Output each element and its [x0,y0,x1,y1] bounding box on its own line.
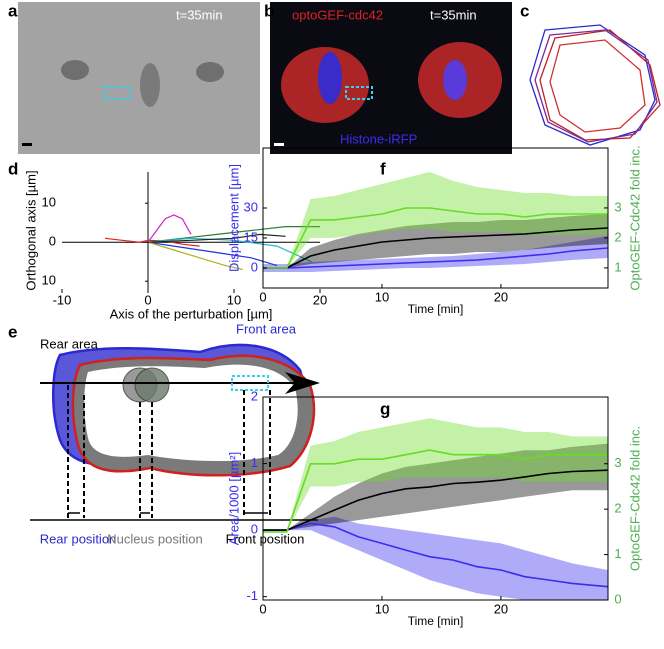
x-axis-label: Axis of the perturbation [µm] [110,306,273,321]
area-label: Rear area [40,336,99,351]
x-tick-label: 10 [227,292,241,307]
contour [529,24,656,146]
arrow-head [285,372,320,394]
track [147,241,278,267]
marker-title: optoGEF-cdc42 [292,7,383,22]
x-tick-label: 20 [313,292,327,307]
y2-tick-label: 3 [614,455,621,470]
panel-e: e Rear area Front area Rear position Nuc… [8,321,320,546]
line [263,469,609,531]
track [147,226,320,243]
time-label: t=35min [176,7,223,22]
panel-label: a [8,1,18,20]
y-tick-label: 10 [42,273,56,288]
line [263,247,609,269]
panel-label: b [264,1,274,20]
position-label: Front position [226,531,305,546]
position-label: Nucleus position [107,531,202,546]
y-tick-label: 15 [244,229,258,244]
nucleus [134,367,170,403]
panel-c: c [520,1,661,146]
projection-lines [67,385,271,518]
cell [196,62,224,82]
line [263,207,608,269]
track [147,214,192,243]
y-tick-label: 0 [49,234,56,249]
track [147,241,243,271]
y2-axis-label: OptoGEF-Cdc42 fold inc. [627,145,642,290]
panel-a: a t=35min [8,1,260,154]
panel-label: f [380,159,386,178]
nucleus [318,52,342,104]
line [263,449,608,533]
panel-label: g [380,399,390,418]
y2-tick-label: 1 [614,259,621,274]
overlap [84,364,298,462]
track [147,233,286,243]
x-tick-label: 10 [375,289,389,304]
y-axis-label: Area/1000 [µm²] [226,452,241,545]
error-band [263,418,608,532]
x-tick-label: 20 [494,289,508,304]
y-tick-label: 30 [244,199,258,214]
image-a [18,2,260,154]
y2-tick-label: 2 [614,501,621,516]
x-axis-label: Time [min] [408,614,464,628]
y-axis-label: Displacement [µm] [226,164,241,272]
area-label: Front area [236,321,297,336]
nucleus [443,60,467,100]
panel-label: d [8,159,18,178]
line [263,522,609,588]
y-tick-label: 2 [251,388,258,403]
y-axis-label: Orthogonal axis [µm] [23,170,38,290]
scale-bar [274,143,284,146]
marker-caption: Histone-iRFP [340,131,417,146]
contour [539,29,661,141]
x-tick-label: 0 [259,289,266,304]
plot-frame [262,396,609,601]
panel-b: b optoGEF-cdc42 t=35min Histone-iRFP [264,1,512,154]
contour [534,29,658,143]
plot-frame [262,147,609,289]
roi [103,86,131,100]
y-tick-label: 0 [251,259,258,274]
track [104,237,200,247]
roi [345,86,373,100]
line [263,227,609,269]
y2-tick-label: 0 [614,591,621,606]
panel-label: e [8,322,17,341]
y-tick-label: 1 [251,455,258,470]
x-tick-label: 0 [259,601,266,616]
track [147,237,312,263]
panel-label: c [520,1,529,20]
contour [549,39,646,133]
error-band [263,214,608,268]
position-label: Rear position [40,531,117,546]
cell [61,60,89,80]
x-axis-label: Time [min] [408,302,464,316]
error-band [263,516,608,600]
y2-tick-label: 2 [614,229,621,244]
y2-axis-label: OptoGEF-Cdc42 fold inc. [627,426,642,571]
x-tick-label: 10 [375,601,389,616]
x-tick-label: 20 [494,601,508,616]
y-tick-label: 0 [251,522,258,537]
scale-bar [22,143,32,146]
error-band [263,236,608,272]
error-band [263,172,608,268]
roi [231,375,269,391]
y2-tick-label: 1 [614,546,621,561]
y-tick-label: 10 [42,195,56,210]
y2-tick-label: 3 [614,199,621,214]
x-tick-label: 0 [144,292,151,307]
y-tick-label: -1 [246,588,258,603]
cell [140,63,160,107]
x-tick-label: -10 [53,292,72,307]
time-label: t=35min [430,7,477,22]
